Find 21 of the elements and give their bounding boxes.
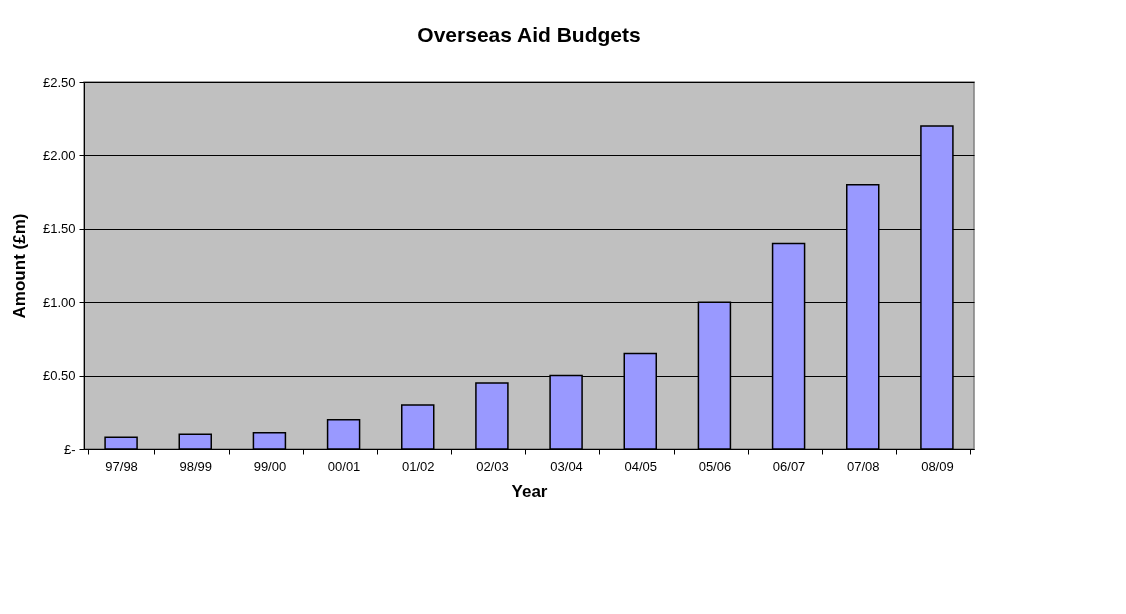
- y-tick-label: £0.50: [42, 368, 76, 384]
- y-tick-label: £-: [63, 441, 76, 457]
- x-tick-label: 07/08: [846, 458, 880, 474]
- x-tick-label: 08/09: [921, 458, 954, 474]
- x-tick-label: 03/04: [550, 458, 583, 474]
- x-tick-label: 02/03: [476, 458, 509, 474]
- x-tick-label: 04/05: [624, 458, 658, 474]
- y-axis-title: Amount (£m): [9, 213, 29, 319]
- x-tick-label: 98/99: [179, 458, 213, 474]
- x-tick-label: 06/07: [772, 458, 806, 474]
- x-tick-label: 00/01: [327, 458, 361, 474]
- x-axis-title: Year: [511, 481, 548, 501]
- x-tick-label: 05/06: [698, 458, 732, 474]
- chart-title: Overseas Aid Budgets: [417, 23, 641, 46]
- x-tick-label: 01/02: [401, 458, 435, 474]
- y-tick-label: £2.50: [42, 74, 76, 90]
- y-tick-label: £2.00: [42, 147, 76, 163]
- y-tick-label: £1.50: [42, 221, 76, 237]
- x-tick-label: 97/98: [105, 458, 138, 474]
- y-tick-label: £1.00: [42, 294, 76, 310]
- x-tick-label: 99/00: [253, 458, 287, 474]
